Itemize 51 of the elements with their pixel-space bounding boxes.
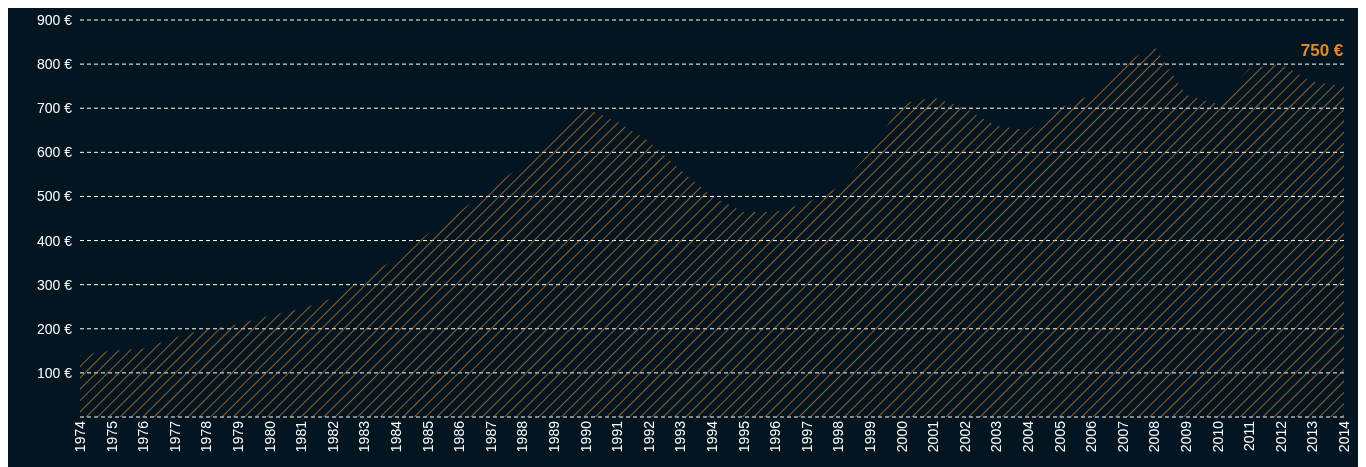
x-tick-label: 2000 (893, 420, 910, 453)
x-tick-label: 2001 (925, 420, 942, 453)
x-tick-label: 1996 (767, 420, 784, 453)
y-tick-label: 500 € (36, 188, 73, 205)
x-tick-label: 1986 (451, 420, 468, 453)
y-tick-label: 200 € (36, 320, 73, 337)
x-tick-label: 2003 (988, 420, 1005, 453)
x-tick-label: 2005 (1051, 420, 1068, 453)
x-tick-label: 1974 (71, 420, 88, 453)
x-tick-label: 1982 (324, 420, 341, 453)
x-tick-label: 1981 (293, 420, 310, 453)
y-tick-label: 300 € (36, 276, 73, 293)
x-tick-label: 1977 (166, 420, 183, 453)
x-tick-label: 2011 (1241, 420, 1258, 452)
y-tick-label: 900 € (36, 11, 73, 28)
x-tick-label: 1978 (198, 420, 215, 453)
x-tick-label: 1983 (356, 420, 373, 453)
x-tick-label: 2012 (1272, 420, 1289, 453)
x-tick-label: 1999 (861, 420, 878, 453)
x-tick-label: 2013 (1304, 420, 1321, 453)
x-tick-label: 2009 (1177, 420, 1194, 453)
x-tick-label: 1995 (735, 420, 752, 453)
x-tick-label: 2007 (1114, 420, 1131, 453)
x-tick-label: 1992 (640, 420, 657, 453)
x-tick-label: 1997 (798, 420, 815, 453)
x-tick-label: 2008 (1146, 420, 1163, 453)
y-tick-label: 700 € (36, 100, 73, 117)
annotation: 750 € (1300, 41, 1344, 61)
x-tick-label: 2004 (1019, 420, 1036, 453)
x-tick-label: 1985 (419, 420, 436, 453)
x-tick-label: 1987 (482, 420, 499, 453)
x-tick-label: 1994 (703, 420, 720, 453)
x-tick-label: 1979 (229, 420, 246, 453)
x-tick-label: 2014 (1335, 420, 1352, 453)
x-tick-label: 1989 (545, 420, 562, 453)
x-tick-label: 2002 (956, 420, 973, 453)
x-tick-label: 1991 (609, 420, 626, 453)
x-tick-label: 1976 (135, 420, 152, 453)
y-tick-label: 600 € (36, 144, 73, 161)
x-tick-label: 1993 (672, 420, 689, 453)
y-tick-label: 400 € (36, 232, 73, 249)
x-tick-label: 1988 (514, 420, 531, 453)
x-tick-label: 2006 (1083, 420, 1100, 453)
x-tick-label: 1998 (830, 420, 847, 453)
x-tick-label: 1975 (103, 420, 120, 453)
x-tick-label: 1990 (577, 420, 594, 453)
x-tick-label: 1984 (387, 420, 404, 453)
y-tick-label: 100 € (36, 364, 73, 381)
x-tick-label: 1980 (261, 420, 278, 453)
x-tick-label: 2010 (1209, 420, 1226, 453)
y-tick-label: 800 € (36, 56, 73, 73)
